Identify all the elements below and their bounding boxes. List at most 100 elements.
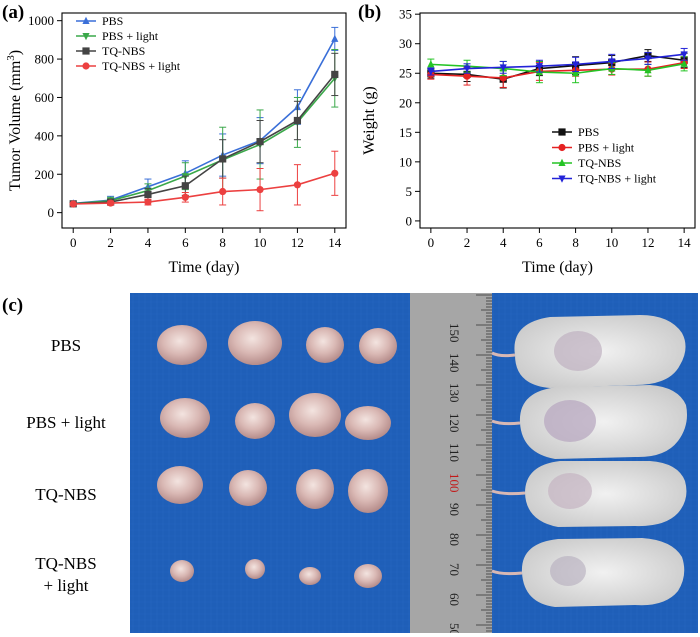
tumor [306,327,344,363]
mouse-pbs-light [491,385,687,459]
tumor [354,564,382,588]
data-point [571,61,580,69]
mouse-tail [491,569,523,576]
x-tick-label: 12 [641,235,654,250]
tumor [345,406,391,440]
y-axis-label: Weight (g) [361,86,378,154]
data-point [499,64,507,72]
data-point [144,198,152,206]
y-axis-label-close: ) [7,50,24,55]
y-axis-label: Tumor Volume (mm3) [5,50,24,191]
x-tick-label: 8 [219,235,226,250]
data-point [463,65,471,73]
x-tick-label: 14 [328,235,342,250]
x-tick-label: 6 [536,235,543,250]
tumor [228,321,282,365]
row-label-line: TQ-NBS [35,485,97,504]
data-point [219,187,227,196]
y-tick-label: 5 [406,184,413,199]
mouse-tumor-site [554,331,602,371]
x-tick-label: 10 [605,235,618,250]
series-tq-nbs-light [69,150,339,212]
tumor-photo: 150 140 130 120 110 100 90 80 70 60 50 [130,293,698,633]
data-point [82,47,90,55]
series-line [73,38,336,205]
ruler-sheen [410,293,492,633]
tumor [235,403,275,439]
ruler-number: 90 [447,503,462,516]
y-tick-label: 400 [35,128,55,143]
y-axis-label-main: Tumor Volume (mm [7,60,24,191]
x-tick-label: 4 [145,235,152,250]
x-axis-label: Time (day) [522,259,593,276]
mouse-tumor-site [548,473,592,509]
tumor [299,567,321,585]
series-tq-nbs-light [427,47,688,76]
data-point [608,58,616,66]
row-label-tq-nbs-light: TQ-NBS + light [6,553,126,597]
tumor-volume-chart: 0 2 4 6 8 10 12 14 0 200 400 600 800 1000 Time (day) Tu… [5,12,347,276]
row-label-pbs: PBS [6,335,126,357]
legend-label: PBS + light [578,141,635,155]
legend-label: TQ-NBS [578,156,621,170]
data-point [293,116,302,125]
tumor-row-pbs-light [160,393,391,440]
tumor [160,398,210,438]
data-point [144,190,152,199]
series-line [73,73,336,205]
data-point [499,74,507,82]
legend-label: TQ-NBS [102,44,145,58]
data-point [644,55,652,63]
ruler-number: 70 [447,563,462,576]
y-tick-label: 15 [399,125,412,140]
data-point [680,59,688,67]
row-label-line: PBS [50,336,82,355]
x-tick-label: 10 [254,235,267,250]
ruler-body [410,293,492,633]
mouse-tq-nbs [491,461,687,527]
data-point [331,169,339,177]
x-axis-label: Time (day) [169,259,240,276]
data-point [82,62,90,70]
data-point [558,158,566,166]
y-tick-label: 0 [48,205,55,220]
data-point [463,72,471,80]
data-point [181,193,189,201]
legend-label: TQ-NBS + light [578,172,657,186]
legend-label: PBS [578,125,599,139]
data-point [644,66,652,74]
panel-c-label: (c) [2,295,24,316]
plot-frame [61,12,347,229]
tumor [359,328,397,364]
data-point [535,63,544,71]
tumor [229,470,267,506]
series-line [73,77,336,205]
legend-label: PBS + light [102,29,159,43]
tumor-row-pbs [157,321,397,365]
ruler-number: 60 [447,593,462,606]
data-point [680,51,688,59]
x-tick-label: 0 [70,235,77,250]
series-line [430,54,685,80]
data-point [571,69,580,77]
tumor [348,469,388,513]
ruler-number: 150 [447,323,462,343]
data-point [293,181,302,189]
ruler-number: 50 [447,623,462,633]
x-tick-label: 8 [572,235,579,250]
y-tick-label: 0 [406,213,413,228]
y-tick-label: 25 [399,66,412,81]
x-tick-label: 6 [182,235,189,250]
ruler-number: 110 [447,443,462,462]
row-label-line: PBS + light [26,413,106,432]
data-point [256,138,264,146]
data-point [331,70,339,79]
mouse-body [521,538,685,607]
mouse-tumor-site [550,556,586,586]
panel-a-label: (a) [2,2,25,23]
ruler-number: 130 [447,383,462,403]
data-point [331,34,339,42]
series-line [430,63,685,75]
